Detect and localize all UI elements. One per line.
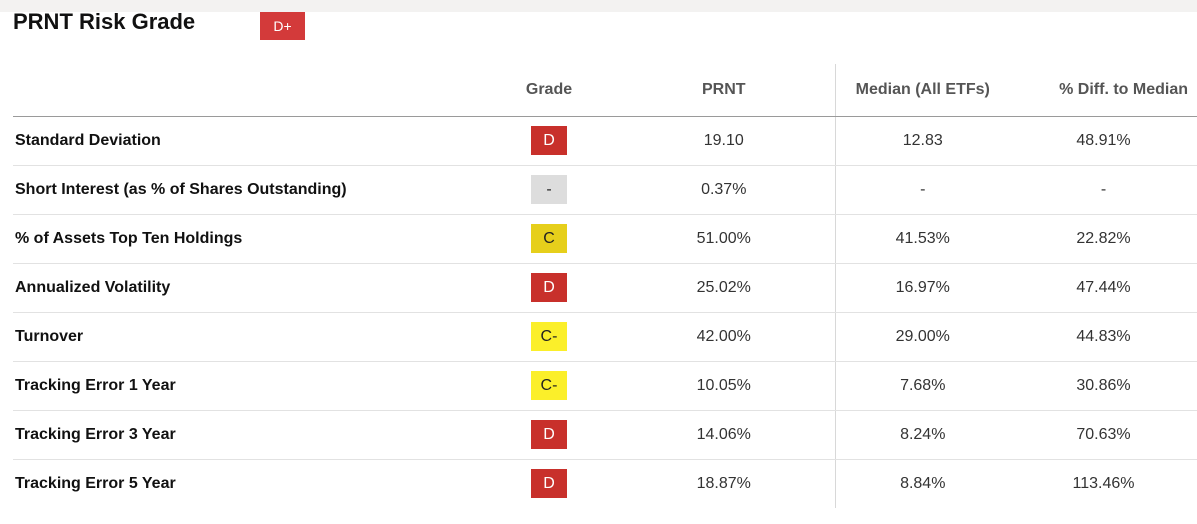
diff-value: 70.63% xyxy=(1010,410,1197,460)
prnt-value: 25.02% xyxy=(613,263,835,313)
grade-cell: C- xyxy=(485,361,613,411)
column-header-diff: % Diff. to Median xyxy=(1010,64,1197,117)
column-header-grade: Grade xyxy=(485,64,613,117)
prnt-value: 19.10 xyxy=(613,116,835,166)
column-header-median: Median (All ETFs) xyxy=(834,64,1010,117)
grade-cell: D xyxy=(485,410,613,460)
table-row: Standard Deviation D 19.10 12.83 48.91% xyxy=(13,116,1197,166)
diff-value: 30.86% xyxy=(1010,361,1197,411)
top-strip xyxy=(0,0,1197,12)
metric-label: Tracking Error 5 Year xyxy=(15,474,176,492)
median-value: 12.83 xyxy=(834,116,1010,166)
table-row: Short Interest (as % of Shares Outstandi… xyxy=(13,165,1197,215)
grade-badge: D xyxy=(531,420,567,449)
grade-badge: C- xyxy=(531,371,567,400)
diff-value: 47.44% xyxy=(1010,263,1197,313)
prnt-value: 18.87% xyxy=(696,474,751,492)
grade-badge: C- xyxy=(531,322,567,351)
diff-value: 48.91% xyxy=(1010,116,1197,166)
table-row: Tracking Error 3 Year D 14.06% 8.24% 70.… xyxy=(13,410,1197,460)
column-header-prnt: PRNT xyxy=(613,64,835,117)
diff-value: 44.83% xyxy=(1010,312,1197,362)
table-row: Turnover C- 42.00% 29.00% 44.83% xyxy=(13,312,1197,362)
grade-badge: D xyxy=(531,469,567,499)
grade-cell: D xyxy=(485,459,613,508)
grade-cell: D xyxy=(485,263,613,313)
page-title: PRNT Risk Grade xyxy=(13,9,196,34)
metric-label: Standard Deviation xyxy=(13,116,485,166)
metric-label: Turnover xyxy=(13,312,485,362)
column-header-metric xyxy=(13,64,485,117)
diff-value: 113.46% xyxy=(1072,474,1135,492)
prnt-value: 10.05% xyxy=(613,361,835,411)
grade-badge: - xyxy=(531,175,567,204)
metric-label: Short Interest (as % of Shares Outstandi… xyxy=(13,165,485,215)
prnt-value: 51.00% xyxy=(613,214,835,264)
median-value: 7.68% xyxy=(834,361,1010,411)
median-value: 8.84% xyxy=(834,459,1010,508)
diff-value: 22.82% xyxy=(1010,214,1197,264)
metric-label: Annualized Volatility xyxy=(13,263,485,313)
median-value: 29.00% xyxy=(834,312,1010,362)
table-row: Tracking Error 5 Year D 18.87% 8.84% 113… xyxy=(13,459,1197,508)
table-header-row: Grade PRNT Median (All ETFs) % Diff. to … xyxy=(13,64,1197,117)
metric-label: % of Assets Top Ten Holdings xyxy=(13,214,485,264)
diff-value: - xyxy=(1010,165,1197,215)
grade-badge: D xyxy=(531,126,567,155)
table-row: % of Assets Top Ten Holdings C 51.00% 41… xyxy=(13,214,1197,264)
metric-label: Tracking Error 1 Year xyxy=(13,361,485,411)
grade-cell: - xyxy=(485,165,613,215)
prnt-value: 42.00% xyxy=(613,312,835,362)
grade-cell: C xyxy=(485,214,613,264)
median-value: 16.97% xyxy=(834,263,1010,313)
grade-cell: C- xyxy=(485,312,613,362)
overall-grade-badge: D+ xyxy=(260,12,305,40)
prnt-value: 0.37% xyxy=(613,165,835,215)
metric-label: Tracking Error 3 Year xyxy=(13,410,485,460)
prnt-value: 14.06% xyxy=(613,410,835,460)
median-value: 8.24% xyxy=(834,410,1010,460)
table-row: Tracking Error 1 Year C- 10.05% 7.68% 30… xyxy=(13,361,1197,411)
median-value: - xyxy=(834,165,1010,215)
grade-badge: C xyxy=(531,224,567,253)
header: PRNT Risk Grade D+ xyxy=(13,8,413,40)
grade-badge: D xyxy=(531,273,567,302)
risk-grade-table: Grade PRNT Median (All ETFs) % Diff. to … xyxy=(13,64,1197,508)
table-body: Standard Deviation D 19.10 12.83 48.91% … xyxy=(13,116,1197,508)
grade-cell: D xyxy=(485,116,613,166)
table-row: Annualized Volatility D 25.02% 16.97% 47… xyxy=(13,263,1197,313)
median-value: 41.53% xyxy=(834,214,1010,264)
